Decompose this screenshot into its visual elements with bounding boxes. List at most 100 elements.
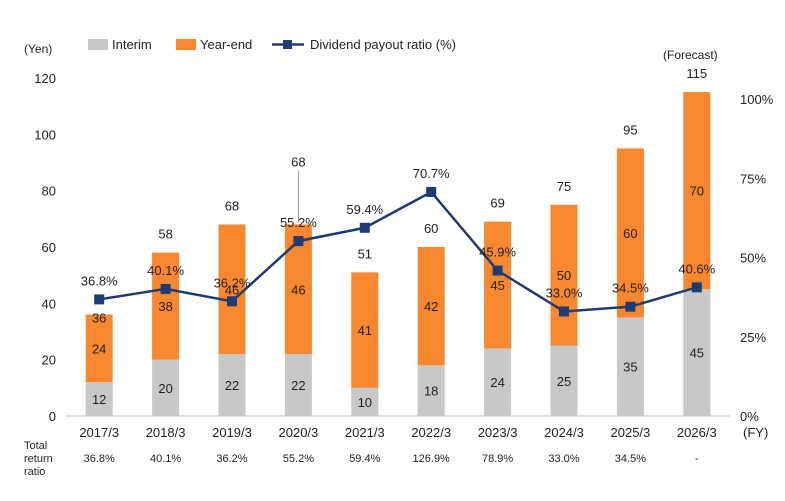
payout-ratio-label: 45.9% (479, 245, 516, 260)
bar-total-label: 95 (623, 122, 637, 137)
total-return-value: 59.4% (349, 453, 380, 465)
payout-ratio-marker (160, 283, 171, 294)
total-return-value: 78.9% (482, 453, 513, 465)
bar-year-end (85, 314, 113, 383)
bar-interim (484, 348, 512, 416)
bar-label-interim: 18 (424, 384, 438, 399)
x-axis-tick-label: 2025/3 (611, 425, 651, 440)
left-axis: 0 20 40 60 80 100 120 (34, 71, 56, 424)
payout-ratio-label: 70.7% (413, 166, 450, 181)
payout-ratio-label: 33.0% (546, 285, 583, 300)
bar-total-label: 68 (291, 154, 305, 169)
bar-label-year-end: 42 (424, 299, 438, 314)
payout-ratio-marker (293, 236, 304, 247)
total-return-value: 36.8% (84, 453, 115, 465)
legend: Interim Year-end Dividend payout ratio (… (88, 37, 456, 52)
total-return-label-line: Total (24, 440, 47, 452)
legend-label-year-end: Year-end (200, 37, 252, 52)
x-axis-tick-label: 2021/3 (345, 425, 385, 440)
payout-ratio-label: 36.8% (81, 273, 118, 288)
x-axis-tick-label: 2023/3 (478, 425, 518, 440)
bar-interim (351, 387, 379, 416)
bar-year-end (550, 204, 578, 346)
bar-label-interim: 25 (557, 374, 571, 389)
payout-ratio-label: 40.1% (147, 263, 184, 278)
payout-ratio-marker (94, 294, 105, 305)
right-axis-tick-label: 0% (740, 409, 759, 424)
bar-label-interim: 22 (225, 378, 239, 393)
bar-label-interim: 20 (158, 381, 172, 396)
bar-interim (85, 382, 113, 416)
payout-ratio-label: 34.5% (612, 281, 649, 296)
payout-ratio-label: 36.2% (214, 275, 251, 290)
bar-interim (417, 365, 445, 416)
x-axis-tick-label: 2026/3 (677, 425, 717, 440)
bar-label-interim: 22 (291, 378, 305, 393)
bar-year-end (351, 272, 379, 388)
left-axis-tick-label: 80 (42, 184, 56, 199)
bar-label-year-end: 60 (623, 226, 637, 241)
x-axis-unit: (FY) (743, 425, 768, 440)
payout-ratio-marker (625, 301, 636, 312)
bar-interim (616, 317, 644, 416)
payout-ratio-marker (691, 282, 702, 293)
total-return-label: Total return ratio (24, 440, 53, 478)
payout-ratio-label: 40.6% (678, 261, 715, 276)
bar-year-end (683, 92, 711, 290)
payout-ratio-marker (426, 186, 437, 197)
legend-swatch-interim (88, 39, 108, 50)
bar-interim (218, 354, 246, 416)
bar-label-year-end: 70 (690, 184, 704, 199)
bar-total-label: 36 (92, 311, 106, 326)
total-return-values: 36.8% 40.1% 36.2% 55.2% 59.4% 126.9% 78.9% 33.0… (84, 453, 699, 465)
bar-interim (152, 359, 180, 416)
right-axis: 0% 25% 50% 75% 100% (740, 92, 774, 424)
total-return-value: 55.2% (283, 453, 314, 465)
bar-interim (284, 354, 312, 416)
bar-label-year-end: 45 (490, 278, 504, 293)
legend-label-interim: Interim (112, 37, 152, 52)
x-axis-tick-label: 2017/3 (79, 425, 119, 440)
right-axis-tick-label: 100% (740, 92, 774, 107)
payout-ratio-polyline (99, 190, 698, 313)
x-axis-tick-label: 2019/3 (212, 425, 252, 440)
payout-ratio-label: 59.4% (346, 202, 383, 217)
bar-year-end (218, 224, 246, 355)
bar-label-year-end: 41 (358, 323, 372, 338)
bar-total-label: 68 (225, 198, 239, 213)
left-axis-unit: (Yen) (24, 42, 52, 56)
bar-year-end (152, 252, 180, 360)
right-axis-tick-label: 50% (740, 251, 766, 266)
total-return-value: 36.2% (216, 453, 247, 465)
payout-ratio-label: 55.2% (280, 215, 317, 230)
bar-total-label: 60 (424, 221, 438, 236)
x-axis-tick-label: 2018/3 (146, 425, 186, 440)
bar-label-year-end: 46 (291, 282, 305, 297)
bar-total-label: 75 (557, 179, 571, 194)
bar-label-interim: 10 (358, 395, 372, 410)
left-axis-tick-label: 60 (42, 240, 56, 255)
bar-label-interim: 35 (623, 360, 637, 375)
right-axis-tick-label: 25% (740, 330, 766, 345)
x-axis-tick-label: 2022/3 (411, 425, 451, 440)
payout-ratio-marker (227, 296, 237, 307)
bar-year-end (616, 148, 644, 318)
forecast-label: (Forecast) (663, 48, 718, 62)
left-axis-tick-label: 20 (42, 353, 56, 368)
bar-year-end (417, 247, 445, 366)
bar-label-interim: 12 (92, 392, 106, 407)
bar-label-year-end: 46 (225, 282, 239, 297)
payout-ratio-marker (492, 265, 503, 276)
bar-label-year-end: 38 (158, 299, 172, 314)
total-return-label-line: return (24, 453, 53, 465)
left-axis-tick-label: 0 (49, 409, 56, 424)
data-labels: 12 24 20 38 22 46 22 46 10 41 18 42 24 45 25 50 35 60 45 70… (81, 66, 716, 410)
left-axis-tick-label: 100 (34, 127, 56, 142)
x-axis-ticks: 2017/3 2018/3 2019/3 2020/3 2021/3 2022/3 2023… (79, 425, 716, 440)
bar-total-label: 51 (358, 246, 372, 261)
payout-ratio-marker (359, 222, 370, 233)
left-axis-tick-label: 120 (34, 71, 56, 86)
bar-total-label: 69 (490, 196, 504, 211)
